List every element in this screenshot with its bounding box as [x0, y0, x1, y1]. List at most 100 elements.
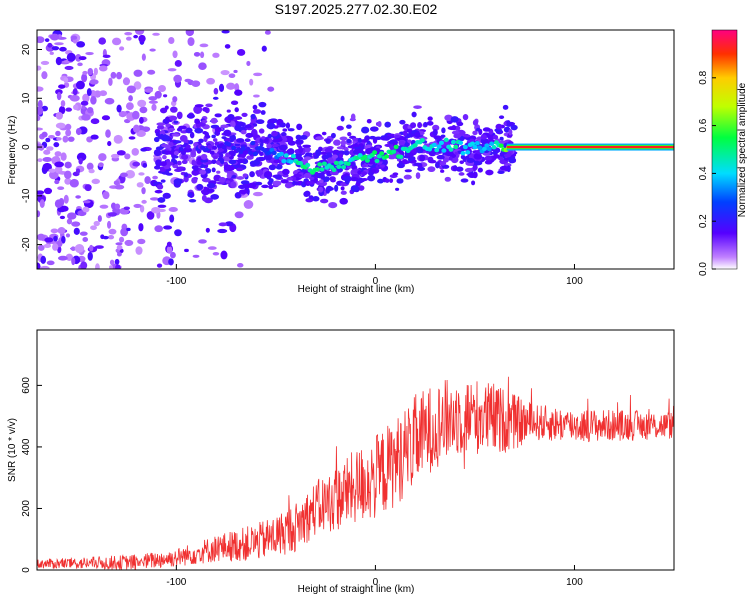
- spectrogram-band-blob: [318, 186, 324, 193]
- spectrogram-noise-blob: [82, 93, 90, 103]
- spectrogram-band-blob: [230, 181, 237, 189]
- spectrogram-noise-blob: [62, 135, 69, 143]
- spectrogram-band-blob: [331, 154, 339, 159]
- spectrogram-band-blob: [506, 120, 511, 125]
- spectrogram-band-blob: [447, 126, 457, 131]
- ridge-point: [379, 151, 385, 156]
- spectrogram-noise-blob: [97, 215, 102, 222]
- spectrogram-band-blob: [366, 119, 372, 124]
- ridge-point: [221, 145, 227, 150]
- spectrogram-band-blob: [185, 127, 193, 134]
- spectrogram-band-blob: [237, 158, 245, 164]
- spectrogram-noise-blob: [125, 36, 132, 41]
- spectrogram-band-blob: [427, 166, 436, 173]
- spectrogram-noise-blob: [113, 134, 123, 144]
- spectrogram-noise-blob: [60, 100, 66, 107]
- spectrogram-noise-blob: [116, 71, 123, 80]
- spectrogram-noise-blob: [154, 225, 163, 233]
- spectrogram-band-blob: [338, 153, 344, 159]
- spectrogram-band-blob: [442, 164, 450, 169]
- ridge-point: [288, 159, 294, 164]
- spectrogram-band-blob: [303, 172, 312, 179]
- spectrogram-band-blob: [192, 165, 199, 172]
- spectrogram-band-blob: [172, 155, 179, 159]
- spectrogram-noise-blob: [77, 62, 83, 67]
- spectrogram-noise-blob: [75, 127, 82, 136]
- spectrogram-noise-blob: [59, 46, 67, 52]
- spectrogram-band-blob: [434, 161, 441, 169]
- spectrogram-band-blob: [156, 122, 166, 126]
- spectrogram-band-blob: [369, 126, 379, 132]
- spectrogram-noise-blob: [107, 212, 118, 217]
- spectrogram-noise-blob: [139, 106, 148, 114]
- spectrogram-noise-blob: [54, 199, 63, 209]
- spectrogram-noise-blob: [158, 84, 166, 93]
- spectrogram-noise-blob: [172, 96, 178, 103]
- spectrogram-band-blob: [252, 109, 262, 114]
- spectrogram-noise-blob: [65, 107, 73, 112]
- spectrogram-band-blob: [170, 106, 178, 113]
- ridge-point: [190, 150, 196, 155]
- ridge-point: [453, 144, 459, 150]
- spectrogram-noise-blob: [40, 265, 50, 269]
- ridge-point: [448, 147, 454, 152]
- spectrogram-noise-blob: [90, 95, 97, 105]
- ridge-point: [290, 153, 296, 159]
- spectrogram-band-blob: [189, 131, 195, 139]
- ridge-point: [481, 146, 487, 152]
- snr-x-tick-label: -100: [166, 577, 186, 588]
- spectrogram-noise-blob: [55, 130, 61, 137]
- spectrogram-noise-blob: [44, 38, 50, 43]
- spectrogram-noise-blob: [48, 135, 55, 139]
- spectrogram-band-blob: [194, 127, 204, 134]
- spectrogram-band-blob: [336, 146, 344, 150]
- spectrogram-band-blob: [200, 153, 208, 160]
- spectrogram-noise-blob: [136, 182, 144, 188]
- spectrogram-frame: [36, 29, 675, 270]
- spectrogram-band-blob: [472, 164, 478, 171]
- spectrogram-noise-blob: [147, 69, 156, 75]
- ridge-point: [298, 161, 304, 166]
- spectrogram-band-blob: [368, 135, 377, 140]
- spectrogram-noise-blob: [37, 158, 43, 163]
- spectrogram-band-blob: [325, 138, 332, 144]
- spectrogram-band-blob: [410, 122, 417, 129]
- spectrogram-band-blob: [247, 182, 257, 189]
- spectrogram-band-blob: [156, 125, 165, 130]
- spectrogram-band-blob: [280, 132, 287, 137]
- spectrogram-band-blob: [484, 160, 493, 165]
- spectrogram-noise-blob: [58, 84, 66, 89]
- spectrogram-noise-blob: [234, 211, 244, 219]
- snr-x-tick-label: 100: [566, 577, 583, 588]
- spectrogram-noise-blob: [81, 105, 86, 110]
- spectrogram-band-blob: [155, 159, 162, 167]
- ridge-point: [458, 140, 464, 146]
- spectrogram-band-blob: [285, 122, 291, 129]
- spectrogram-noise-blob: [107, 220, 112, 229]
- spectrogram-noise-blob: [119, 46, 125, 51]
- spectrogram-band-blob: [392, 172, 399, 176]
- spectrogram-noise-blob: [140, 147, 148, 152]
- spectrogram-noise-blob: [82, 237, 89, 242]
- spectrogram-noise-blob: [128, 136, 136, 140]
- spectrogram-band-blob: [271, 143, 280, 148]
- spectrogram-band-blob: [349, 176, 359, 182]
- spectrogram-band-blob: [216, 170, 221, 174]
- spectrogram-band-blob: [346, 138, 352, 144]
- spectrogram-ridge: [173, 137, 674, 175]
- spectrogram-noise-blob: [41, 71, 48, 80]
- spectrogram-band-blob: [444, 114, 453, 121]
- ridge-point: [278, 151, 284, 157]
- spectrogram-noise-blob: [63, 194, 69, 204]
- spectrogram-noise-blob: [54, 161, 64, 168]
- spectrogram-noise-blob: [126, 85, 136, 94]
- spectrogram-band-blob: [417, 121, 423, 129]
- ridge-point: [470, 141, 476, 146]
- spectrogram-band-blob: [240, 180, 250, 185]
- spectrogram-band-blob: [164, 150, 172, 154]
- ridge-point: [484, 143, 490, 148]
- snr-y-tick-label: 0: [21, 567, 32, 573]
- spectrogram-band-blob: [258, 128, 265, 134]
- spectrogram-noise-blob: [233, 69, 238, 74]
